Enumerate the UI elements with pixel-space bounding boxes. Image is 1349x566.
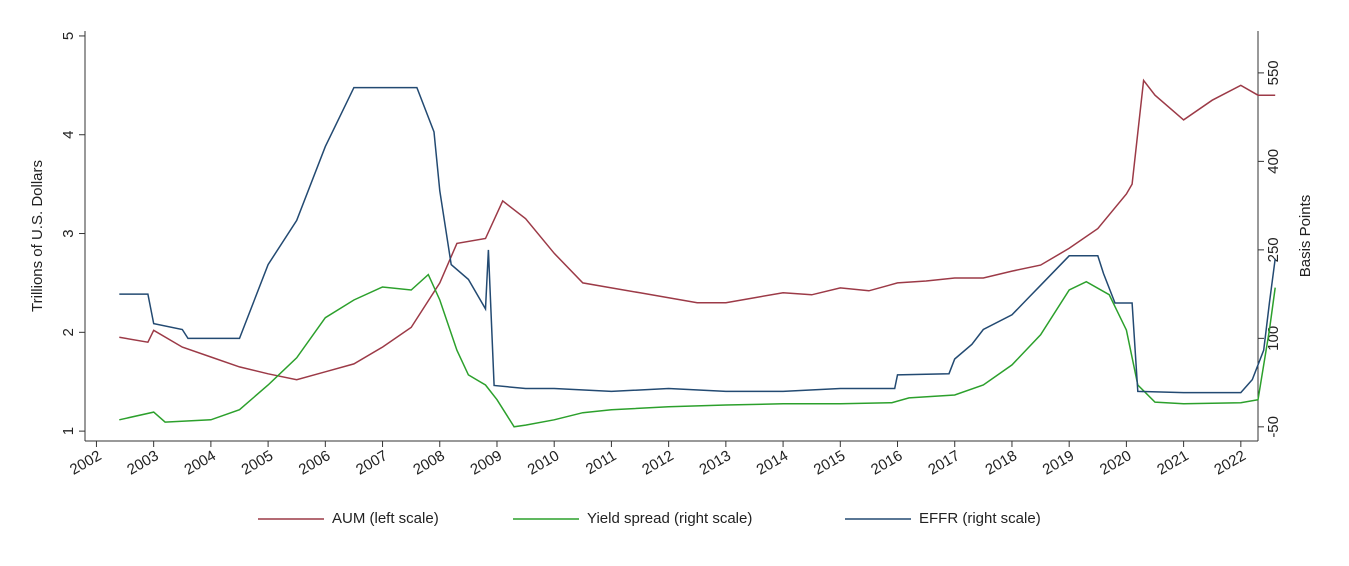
series-line [119, 78, 1276, 381]
y-tick-label: 3 [60, 229, 77, 237]
y-tick-label: 5 [60, 32, 77, 40]
y-tick-label: 2 [60, 328, 77, 336]
y-tick-label: 4 [60, 131, 77, 139]
y2-tick-label: 400 [1265, 149, 1282, 174]
y2-axis-label: Basis Points [1297, 195, 1314, 278]
y2-tick-label: 250 [1265, 237, 1282, 262]
y2-tick-label: 550 [1265, 60, 1282, 85]
y2-tick-label: -50 [1265, 416, 1282, 438]
legend-label: Yield spread (right scale) [587, 510, 752, 527]
y-axis-label: Trillions of U.S. Dollars [29, 160, 46, 312]
series-line [119, 273, 1276, 428]
legend-label: EFFR (right scale) [919, 510, 1041, 527]
series-line [119, 86, 1276, 394]
y-tick-label: 1 [60, 427, 77, 435]
legend-label: AUM (left scale) [332, 510, 439, 527]
